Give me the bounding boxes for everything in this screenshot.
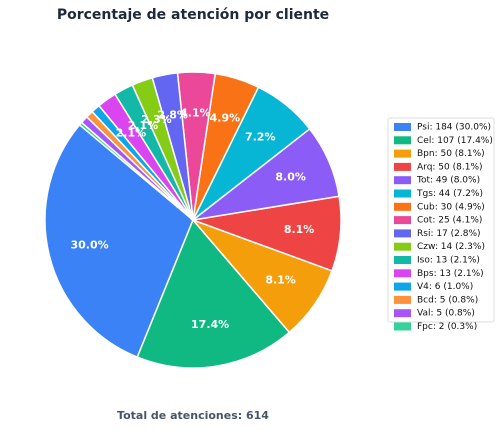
legend-swatch xyxy=(394,202,411,211)
slice-label: 2.1% xyxy=(116,126,147,139)
pie-slice xyxy=(44,123,194,359)
slice-label: 30.0% xyxy=(70,239,108,252)
legend-label: Bps: 13 (2.1%) xyxy=(417,269,484,279)
legend-swatch xyxy=(394,136,411,145)
slice-label: 2.8% xyxy=(157,108,188,121)
legend-swatch xyxy=(394,309,411,318)
legend-swatch xyxy=(394,162,411,171)
legend-label: Arq: 50 (8.1%) xyxy=(417,162,483,172)
legend-label: Tot: 49 (8.0%) xyxy=(416,176,480,186)
legend-swatch xyxy=(394,256,411,264)
slice-label: 8.0% xyxy=(275,170,306,183)
slice-label: 8.1% xyxy=(265,274,296,287)
slice-label: 8.1% xyxy=(284,223,315,236)
legend-label: Val: 5 (0.8%) xyxy=(417,309,475,319)
legend-swatch xyxy=(394,242,411,251)
legend-box xyxy=(387,117,495,323)
slice-label: 17.4% xyxy=(191,318,229,331)
note: Total de atenciones: 614 xyxy=(117,409,269,422)
legend-label: Tgs: 44 (7.2%) xyxy=(416,189,483,199)
legend-swatch xyxy=(394,149,411,158)
slice-label: 2.1% xyxy=(128,119,159,132)
legend-swatch xyxy=(394,322,411,331)
legend-label: Cot: 25 (4.1%) xyxy=(417,216,482,226)
slice-label: 4.9% xyxy=(210,111,241,124)
legend-swatch xyxy=(394,282,411,291)
legend-swatch xyxy=(394,269,411,278)
legend-label: V4: 6 (1.0%) xyxy=(417,282,473,292)
pie-slice xyxy=(136,218,291,369)
legend-swatch xyxy=(394,229,411,238)
legend-label: Rsi: 17 (2.8%) xyxy=(417,229,481,239)
legend-swatch xyxy=(394,189,411,198)
slice-label: 2.3% xyxy=(141,113,172,126)
legend-swatch xyxy=(394,216,411,225)
legend-label: Cel: 107 (17.4%) xyxy=(417,136,493,146)
legend-swatch xyxy=(394,295,411,304)
legend-label: Czw: 14 (2.3%) xyxy=(417,242,485,252)
legend-label: Fpc: 2 (0.3%) xyxy=(417,322,477,332)
chart-title: Porcentaje de atención por cliente xyxy=(57,7,329,23)
legend-swatch xyxy=(394,176,411,185)
legend-label: Cub: 30 (4.9%) xyxy=(417,202,485,212)
legend-label: Iso: 13 (2.1%) xyxy=(417,256,480,266)
legend-label: Bcd: 5 (0.8%) xyxy=(417,295,478,305)
slice-label: 7.2% xyxy=(245,130,276,143)
legend-label: Bpn: 50 (8.1%) xyxy=(417,149,485,159)
slice-label: 4.1% xyxy=(180,106,211,119)
legend-swatch xyxy=(394,123,411,131)
legend-label: Psi: 184 (30.0%) xyxy=(417,123,491,133)
pie-slice xyxy=(78,121,194,221)
